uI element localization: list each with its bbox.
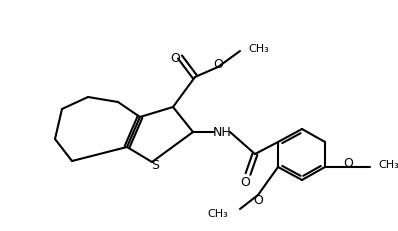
Text: O: O — [343, 157, 353, 170]
Text: O: O — [170, 51, 180, 64]
Text: CH₃: CH₃ — [207, 208, 228, 218]
Text: CH₃: CH₃ — [248, 44, 269, 54]
Text: O: O — [240, 176, 250, 189]
Text: O: O — [213, 57, 223, 70]
Text: NH: NH — [213, 126, 231, 139]
Text: O: O — [253, 194, 263, 207]
Text: S: S — [151, 159, 159, 172]
Text: CH₃: CH₃ — [378, 159, 398, 169]
